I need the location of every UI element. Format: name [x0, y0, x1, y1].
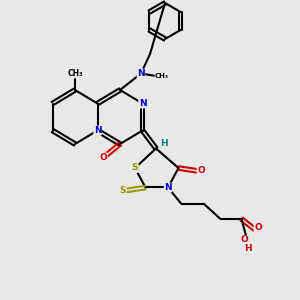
Text: CH₃: CH₃: [155, 74, 169, 80]
Text: N: N: [94, 126, 101, 135]
Text: CH₃: CH₃: [67, 69, 83, 78]
Text: N: N: [164, 183, 172, 192]
Text: S: S: [120, 186, 126, 195]
Text: H: H: [160, 140, 167, 148]
Text: O: O: [100, 153, 107, 162]
Text: O: O: [241, 236, 248, 244]
Text: N: N: [137, 69, 145, 78]
Text: O: O: [197, 167, 205, 176]
Text: H: H: [244, 244, 251, 253]
Text: O: O: [254, 224, 262, 232]
Text: S: S: [132, 164, 138, 172]
Text: N: N: [139, 99, 146, 108]
